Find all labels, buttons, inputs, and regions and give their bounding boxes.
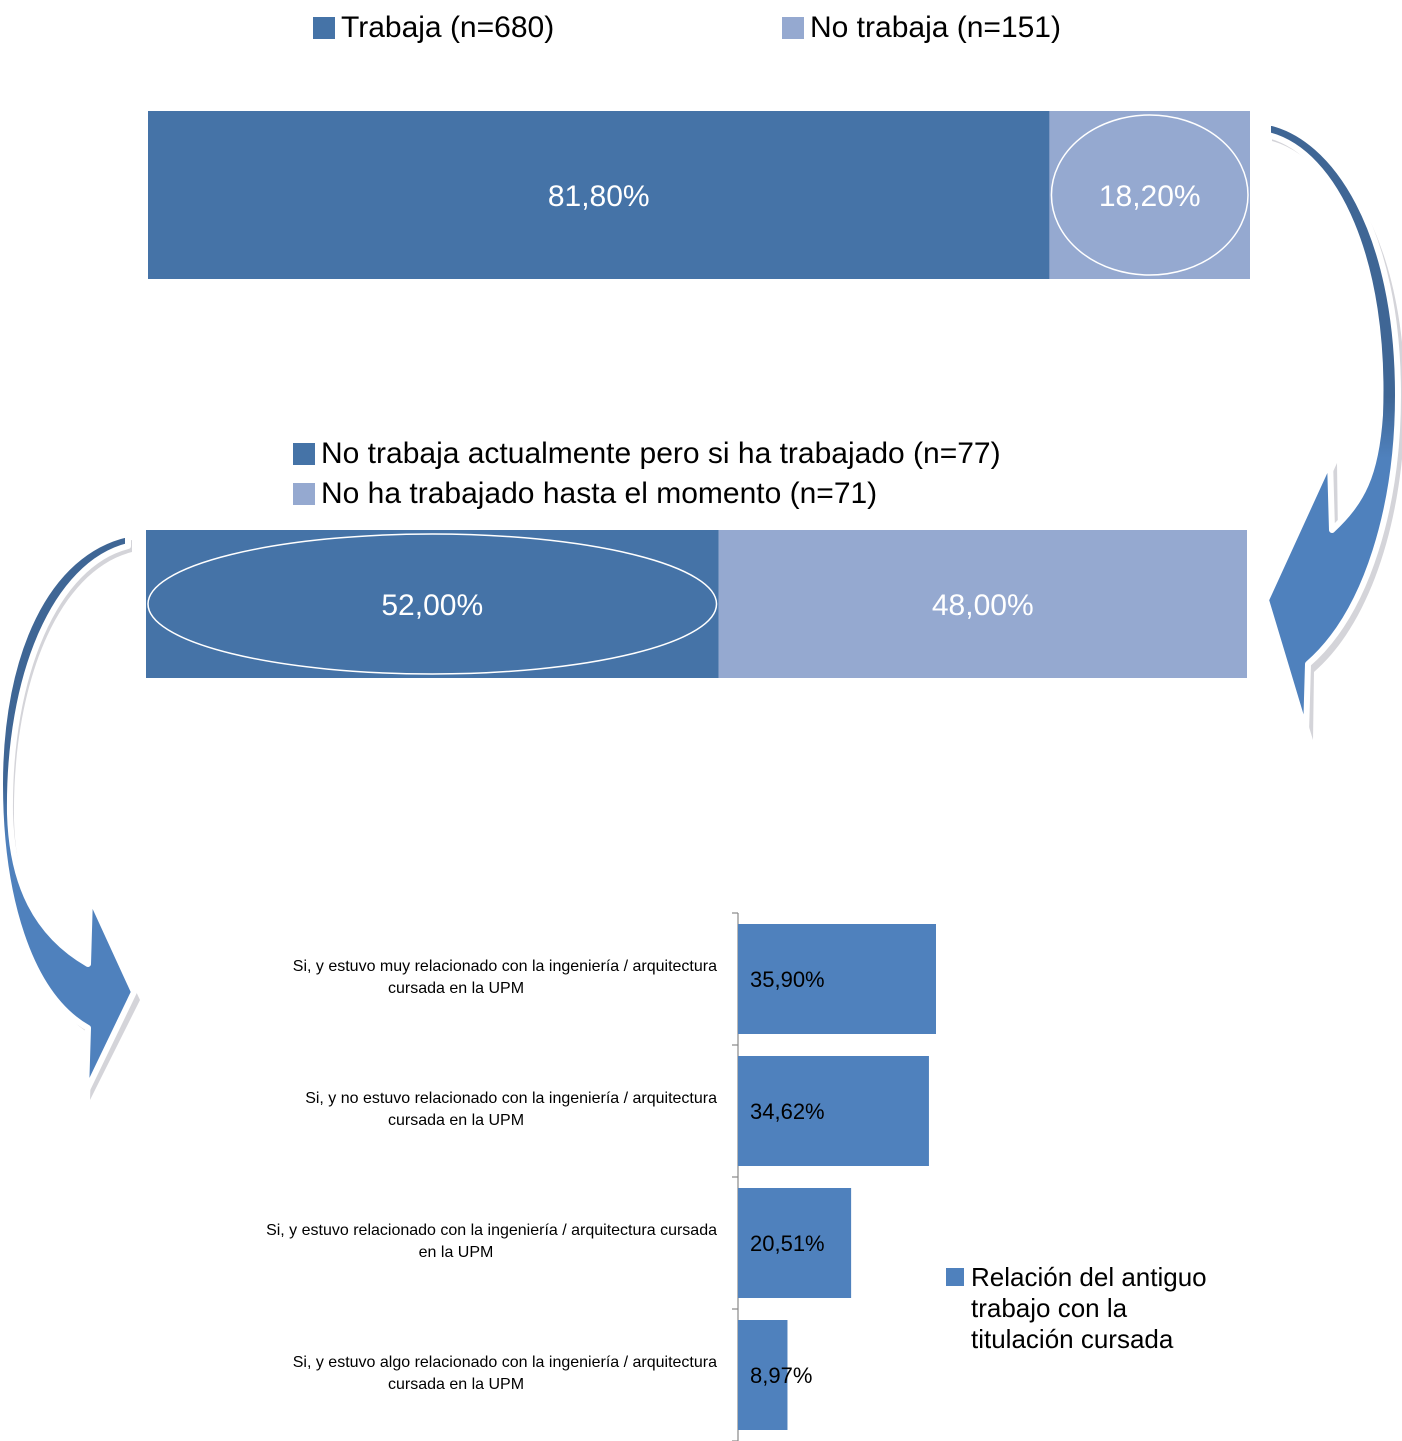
legend-label-1: Trabaja (n=680) xyxy=(341,11,554,44)
legend-label-2: No ha trabajado hasta el momento (n=71) xyxy=(321,477,877,510)
legend-swatch-1 xyxy=(293,443,315,465)
chart-work-status: 81,80% 18,20% Trabaja (n=680) No trabaja (n… xyxy=(148,11,1250,279)
data-label-2: 18,20% xyxy=(1099,180,1201,213)
chart-past-work: 52,00% 48,00% No trabaja actualmente pero … xyxy=(146,437,1247,678)
category-label-3: en la UPM xyxy=(419,1244,494,1261)
data-label-1: 35,90% xyxy=(750,967,825,992)
bar-2 xyxy=(738,1056,929,1166)
data-label-4: 8,97% xyxy=(750,1363,812,1388)
data-label-2: 34,62% xyxy=(750,1099,825,1124)
category-label-1: cursada en la UPM xyxy=(388,980,524,997)
bar-3 xyxy=(738,1188,852,1298)
data-label-1: 52,00% xyxy=(381,589,483,622)
highlight-ellipse xyxy=(1050,114,1249,276)
legend-label: Relación del antiguo xyxy=(971,1262,1207,1292)
chart-relation: 35,90% Si, y estuvo muy relacionado con l… xyxy=(266,912,1207,1441)
bar-segment-2 xyxy=(1049,111,1250,279)
data-label-1: 81,80% xyxy=(548,180,650,213)
arrow-right-body xyxy=(1263,119,1401,736)
legend-swatch-2 xyxy=(293,483,315,505)
category-label-3: Si, y estuvo relacionado con la ingenier… xyxy=(266,1222,717,1239)
bar-segment-1 xyxy=(148,111,1050,279)
legend-swatch-1 xyxy=(313,17,335,39)
legend-label-1: No trabaja actualmente pero si ha trabaj… xyxy=(321,437,1001,470)
arrow-right xyxy=(1263,119,1402,740)
data-label-3: 20,51% xyxy=(750,1231,825,1256)
legend-label: trabajo con la xyxy=(971,1293,1128,1323)
bar-segment-2 xyxy=(718,530,1247,678)
highlight-ellipse xyxy=(147,533,718,675)
data-label-2: 48,00% xyxy=(932,589,1034,622)
bar-4 xyxy=(738,1320,788,1430)
legend-label-2: No trabaja (n=151) xyxy=(810,11,1061,44)
category-label-2: cursada en la UPM xyxy=(388,1112,524,1129)
category-label-4: Si, y estuvo algo relacionado con la ing… xyxy=(293,1354,717,1371)
legend-swatch-2 xyxy=(782,17,804,39)
arrow-left-body xyxy=(0,531,137,1095)
bar-segment-1 xyxy=(146,530,719,678)
category-label-4: cursada en la UPM xyxy=(388,1376,524,1393)
bar-1 xyxy=(738,924,936,1034)
arrow-left xyxy=(0,531,140,1100)
category-label-2: Si, y no estuvo relacionado con la ingen… xyxy=(305,1090,717,1107)
legend-swatch xyxy=(946,1268,964,1286)
category-label-1: Si, y estuvo muy relacionado con la inge… xyxy=(293,958,717,975)
legend-label: titulación cursada xyxy=(971,1324,1174,1354)
